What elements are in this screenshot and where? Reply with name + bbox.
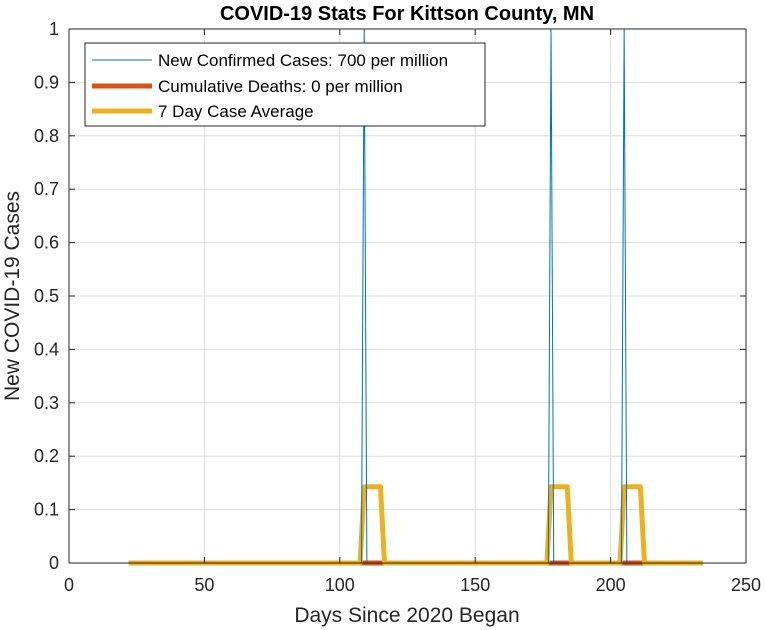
legend: New Confirmed Cases: 700 per million Cum…	[84, 42, 486, 127]
x-tick-label: 150	[460, 575, 490, 595]
y-tick-label: 0.7	[34, 179, 59, 199]
y-tick-label: 0.2	[34, 446, 59, 466]
y-tick-label: 0.6	[34, 233, 59, 253]
y-tick-label: 0	[49, 553, 59, 573]
y-tick-label: 0.4	[34, 339, 59, 359]
legend-label-new-cases: New Confirmed Cases: 700 per million	[158, 51, 448, 70]
x-tick-label: 100	[325, 575, 355, 595]
y-tick-label: 0.3	[34, 393, 59, 413]
x-tick-label: 250	[731, 575, 761, 595]
y-tick-label: 0.9	[34, 72, 59, 92]
x-tick-label: 50	[194, 575, 214, 595]
y-axis-label: New COVID-19 Cases	[1, 191, 24, 401]
legend-label-cumulative-deaths: Cumulative Deaths: 0 per million	[158, 77, 403, 96]
y-tick-label: 1	[49, 19, 59, 39]
y-tick-label: 0.8	[34, 126, 59, 146]
legend-label-7-day-average: 7 Day Case Average	[158, 102, 314, 121]
x-axis-label: Days Since 2020 Began	[294, 604, 519, 627]
chart-title: COVID-19 Stats For Kittson County, MN	[220, 3, 594, 25]
x-tick-label: 0	[64, 575, 74, 595]
y-tick-label: 0.5	[34, 286, 59, 306]
x-axis-ticks: 0 50 100 150 200 250	[64, 29, 761, 595]
x-tick-label: 200	[596, 575, 626, 595]
y-tick-label: 0.1	[34, 500, 59, 520]
y-axis-ticks: 0 0.1 0.2 0.3 0.4 0.5 0.6 0.7 0.8 0.9 1	[34, 19, 746, 573]
